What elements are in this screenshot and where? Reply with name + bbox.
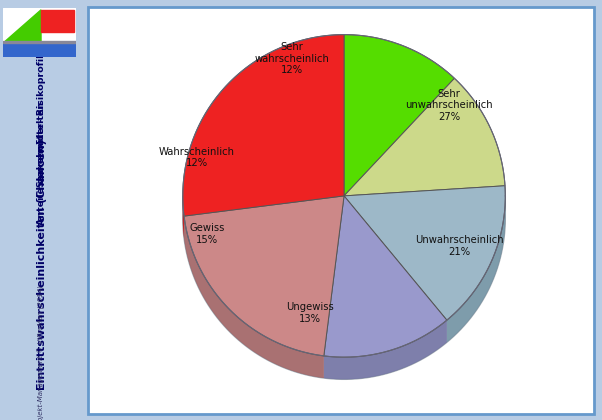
Text: Gewiss
15%: Gewiss 15%: [189, 223, 225, 245]
Bar: [3, 8, 76, 42]
Text: Stakeholder- Risikoprofilanalyse: Stakeholder- Risikoprofilanalyse: [37, 14, 46, 187]
Polygon shape: [183, 196, 505, 379]
Text: Sehr
unwahrscheinlich
27%: Sehr unwahrscheinlich 27%: [405, 89, 492, 122]
Polygon shape: [344, 186, 505, 320]
Bar: [3, 42, 76, 57]
Polygon shape: [324, 320, 447, 379]
Text: Vitales Projekt-Management © ViProMan (2014): Vitales Projekt-Management © ViProMan (2…: [38, 285, 45, 420]
Bar: [3, 41, 76, 43]
FancyBboxPatch shape: [88, 7, 594, 414]
Text: Sehr
wahrscheinlich
12%: Sehr wahrscheinlich 12%: [254, 42, 329, 76]
Text: Unwahrscheinlich
21%: Unwahrscheinlich 21%: [415, 236, 503, 257]
Polygon shape: [324, 196, 447, 357]
Polygon shape: [183, 195, 184, 238]
Polygon shape: [447, 195, 505, 342]
Polygon shape: [183, 34, 344, 216]
Bar: [41, 10, 74, 32]
Text: Eintrittswahrscheinlichkeiten (Chancen): Eintrittswahrscheinlichkeiten (Chancen): [37, 139, 46, 390]
Text: Anteile der ermittelten: Anteile der ermittelten: [37, 102, 46, 226]
Text: Ungewiss
13%: Ungewiss 13%: [286, 302, 334, 324]
Polygon shape: [344, 78, 505, 196]
Polygon shape: [344, 34, 455, 196]
Polygon shape: [184, 216, 324, 378]
Polygon shape: [184, 196, 344, 356]
Polygon shape: [5, 10, 41, 41]
Text: Wahrscheinlich
12%: Wahrscheinlich 12%: [159, 147, 235, 168]
